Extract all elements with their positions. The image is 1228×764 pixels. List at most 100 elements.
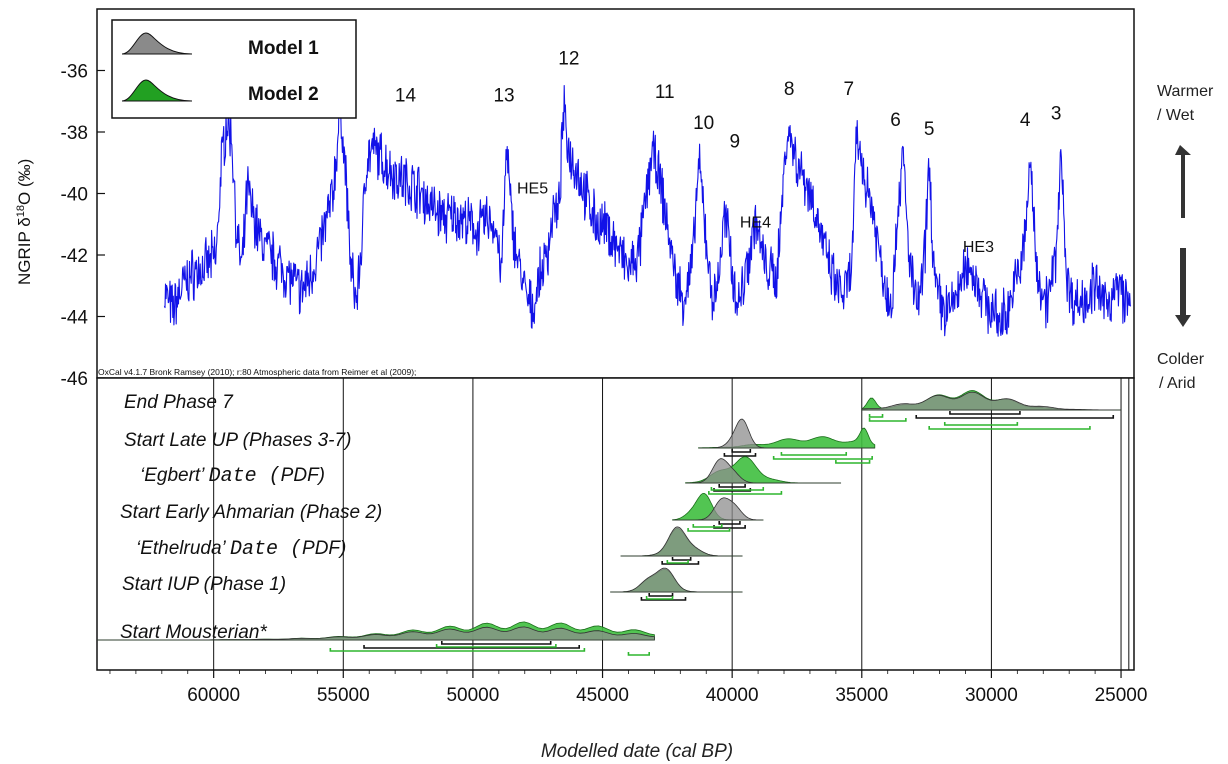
interstadial-label: 8 [784, 79, 795, 100]
vertical-gridlines [213, 378, 1130, 670]
model-2-range [708, 491, 783, 495]
model-2-range [868, 414, 884, 418]
density-row [672, 493, 764, 532]
x-tick-label: 25000 [1095, 685, 1148, 706]
legend-swatch-model-1 [121, 32, 193, 55]
heinrich-event-label: HE3 [963, 239, 994, 256]
y-tick-label: -36 [61, 62, 88, 83]
heinrich-event-label: HE5 [517, 181, 548, 198]
model-1-range [723, 453, 757, 457]
density-row [97, 621, 655, 656]
model-1-density [698, 418, 875, 449]
model-2-range [710, 487, 765, 491]
interstadial-label: 11 [655, 82, 675, 103]
interstadial-label: 5 [924, 119, 935, 140]
y-tick-label: -44 [61, 308, 89, 329]
y-tick-label: -46 [61, 369, 88, 390]
interstadial-label: 7 [844, 79, 855, 100]
density-row [685, 456, 842, 495]
model-2-range [666, 560, 689, 564]
model-1-density [610, 567, 743, 593]
model-2-range [943, 422, 1019, 426]
model-1-range [949, 411, 1021, 415]
x-axis-ticks: 60000 55000 50000 45000 40000 35000 30000 25000 [109, 670, 1148, 706]
row-label: ‘Ethelruda’ Date (PDF) [136, 538, 346, 561]
interstadial-label: 9 [729, 131, 740, 152]
y-tick-label: -38 [61, 123, 88, 144]
x-axis-label: Modelled date (cal BP) [541, 741, 733, 762]
model-1-density [672, 497, 764, 521]
row-labels: End Phase 7 Start Late UP (Phases 3-7) ‘Eg… [120, 392, 382, 643]
warmer-label: Warmer [1157, 83, 1214, 100]
interstadial-label: 4 [1020, 110, 1031, 131]
density-row [620, 526, 743, 565]
model-2-range [435, 644, 557, 648]
ngrip-series [163, 85, 1132, 337]
model-1-range [718, 484, 746, 488]
model-1-density [861, 391, 1121, 411]
x-tick-label: 55000 [317, 685, 370, 706]
side-labels: Warmer / Wet Colder / Arid [1157, 83, 1214, 392]
bottom-panel-frame [96, 377, 1135, 671]
model-1-density [685, 458, 841, 484]
row-label: ‘Egbert’ Date (PDF) [140, 465, 325, 488]
ngrip-line [163, 85, 1132, 337]
y-axis-label: NGRIP δ18O (‰) [15, 159, 34, 285]
model-1-density [620, 526, 743, 557]
interstadial-label: 13 [493, 85, 514, 106]
bottom-panel: End Phase 7 Start Late UP (Phases 3-7) ‘Eg… [96, 377, 1135, 671]
row-label: Start IUP (Phase 1) [122, 574, 286, 595]
density-row [610, 567, 743, 601]
x-tick-label: 30000 [965, 685, 1018, 706]
heinrich-event-label: HE4 [740, 214, 771, 231]
row-label: Start Early Ahmarian (Phase 2) [120, 502, 382, 523]
model-1-range [915, 415, 1115, 419]
model-1-range [640, 597, 687, 601]
model-2-range [835, 460, 871, 464]
density-row [861, 390, 1122, 430]
up-arrow-icon [1175, 145, 1191, 218]
interstadial-label: 14 [395, 85, 417, 106]
model-2-range [692, 524, 723, 528]
interstadial-label: 10 [693, 113, 714, 134]
colder-label: Colder [1157, 351, 1205, 368]
model-2-range [772, 456, 873, 460]
wet-label: / Wet [1157, 107, 1195, 124]
y-tick-label: -40 [61, 185, 88, 206]
row-label: Start Late UP (Phases 3-7) [124, 430, 351, 451]
model-1-range [671, 557, 692, 561]
x-tick-label: 45000 [576, 685, 629, 706]
interstadial-label: 12 [558, 48, 579, 69]
x-tick-label: 35000 [835, 685, 888, 706]
model-2-range [928, 426, 1091, 430]
model-1-density [97, 626, 655, 641]
model-2-range [645, 596, 674, 600]
y-tick-label: -42 [61, 246, 88, 267]
row-label: End Phase 7 [124, 392, 234, 413]
x-tick-label: 50000 [446, 685, 499, 706]
down-arrow-icon [1175, 248, 1191, 327]
model-2-range [868, 418, 907, 422]
annotations: 14 13 12 11 10 9 8 7 6 5 4 3 HE5 HE4 HE3 [395, 48, 1062, 256]
credit-text: OxCal v4.1.7 Bronk Ramsey (2010); r:80 A… [98, 367, 416, 377]
x-tick-label: 40000 [706, 685, 759, 706]
model-1-range [731, 449, 752, 453]
legend-label-model-1: Model 1 [248, 38, 319, 59]
interstadial-label: 6 [890, 110, 901, 131]
density-row [698, 418, 876, 464]
legend-label-model-2: Model 2 [248, 84, 319, 105]
top-y-ticks: -36 -38 -40 -42 -44 -46 [61, 62, 105, 390]
model-1-range [648, 593, 674, 597]
model-2-range [329, 648, 586, 652]
model-1-range [363, 645, 581, 649]
row-label: Start Mousterian* [120, 622, 267, 643]
density-rows [97, 390, 1122, 656]
model-2-range [687, 528, 731, 532]
interstadial-label: 3 [1051, 104, 1062, 125]
model-1-range [661, 561, 700, 565]
model-1-range [441, 641, 552, 645]
model-2-range [780, 452, 848, 456]
legend: Model 1 Model 2 [111, 19, 357, 119]
arid-label: / Arid [1159, 375, 1195, 392]
